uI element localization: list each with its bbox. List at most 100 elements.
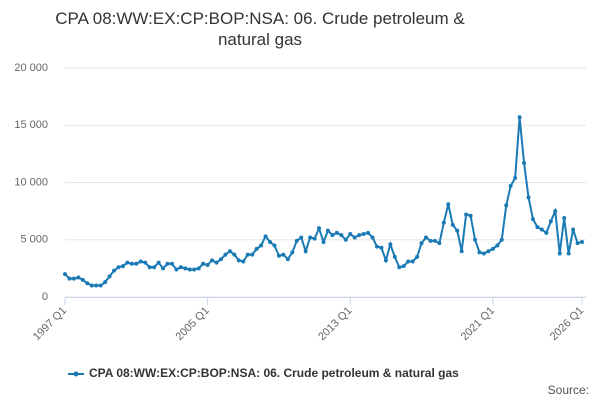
data-point: [67, 276, 72, 281]
data-point: [397, 265, 402, 270]
data-point: [557, 251, 562, 256]
data-point: [138, 259, 143, 264]
data-point: [406, 259, 411, 264]
data-point: [401, 264, 406, 269]
data-point: [303, 249, 308, 254]
data-point: [116, 265, 121, 270]
data-point: [187, 267, 192, 272]
series-line: [64, 117, 583, 287]
data-point: [361, 232, 366, 237]
data-point: [245, 252, 250, 257]
data-point: [379, 245, 384, 250]
data-point: [147, 265, 152, 270]
data-point: [308, 235, 313, 240]
data-point: [218, 257, 223, 262]
data-point: [410, 259, 415, 264]
data-point: [85, 281, 90, 286]
x-tick-label: 2021 Q1: [459, 305, 497, 343]
data-point: [495, 243, 500, 248]
data-point: [120, 264, 125, 269]
y-tick-label: 15 000: [14, 119, 48, 131]
data-point: [196, 266, 201, 271]
data-point: [80, 277, 85, 282]
data-point: [508, 183, 513, 188]
data-point: [428, 238, 433, 243]
data-point: [530, 217, 535, 222]
data-point: [459, 249, 464, 254]
data-point: [544, 230, 549, 235]
data-point: [374, 244, 379, 249]
data-point: [486, 249, 491, 254]
data-point: [236, 258, 241, 263]
data-point: [250, 252, 255, 257]
data-point: [539, 227, 544, 232]
x-tick-label: 2013 Q1: [316, 305, 354, 343]
data-point: [517, 115, 522, 120]
data-point: [553, 209, 558, 214]
data-point: [325, 228, 330, 233]
data-point: [312, 236, 317, 241]
data-point: [352, 235, 357, 240]
data-point: [499, 237, 504, 242]
data-point: [571, 227, 576, 232]
data-point: [143, 260, 148, 265]
data-point: [419, 241, 424, 246]
data-point: [370, 235, 375, 240]
data-point: [441, 220, 446, 225]
data-point: [383, 258, 388, 263]
data-point: [294, 238, 299, 243]
y-tick-label: 20 000: [14, 62, 48, 74]
data-point: [254, 246, 259, 251]
data-point: [437, 241, 442, 246]
x-tick-label: 2026 Q1: [548, 305, 586, 343]
data-point: [192, 267, 197, 272]
data-point: [152, 265, 157, 270]
data-point: [125, 260, 130, 265]
data-point: [513, 175, 518, 180]
data-point: [63, 272, 67, 277]
data-point: [424, 235, 429, 240]
y-tick-label: 0: [42, 291, 48, 303]
data-point: [112, 268, 117, 273]
data-point: [392, 254, 397, 259]
data-point: [129, 261, 134, 266]
data-point: [201, 261, 206, 266]
data-point: [321, 240, 326, 245]
data-point: [210, 258, 215, 263]
data-point: [481, 251, 486, 256]
data-point: [71, 276, 76, 281]
data-point: [580, 240, 584, 245]
y-tick-label: 5 000: [20, 234, 48, 246]
data-point: [259, 243, 264, 248]
data-point: [76, 275, 81, 280]
data-point: [165, 261, 170, 266]
data-point: [94, 283, 99, 288]
data-point: [575, 241, 580, 246]
data-point: [205, 262, 210, 267]
data-point: [446, 202, 451, 207]
data-point: [455, 228, 460, 233]
data-point: [548, 219, 553, 224]
data-point: [366, 230, 371, 235]
data-point: [214, 260, 219, 265]
data-point: [134, 261, 139, 266]
data-point: [468, 213, 473, 218]
data-point: [343, 237, 348, 242]
data-point: [263, 234, 268, 239]
data-point: [241, 259, 246, 264]
data-point: [432, 238, 437, 243]
data-point: [290, 250, 295, 255]
data-point: [473, 237, 478, 242]
data-point: [232, 252, 237, 257]
x-tick-label: 1997 Q1: [31, 305, 69, 343]
data-point: [98, 283, 103, 288]
data-point: [103, 280, 108, 285]
data-point: [357, 233, 362, 238]
data-point: [317, 226, 322, 231]
data-point: [477, 250, 482, 255]
data-point: [339, 233, 344, 238]
data-point: [504, 203, 509, 208]
data-point: [272, 243, 277, 248]
